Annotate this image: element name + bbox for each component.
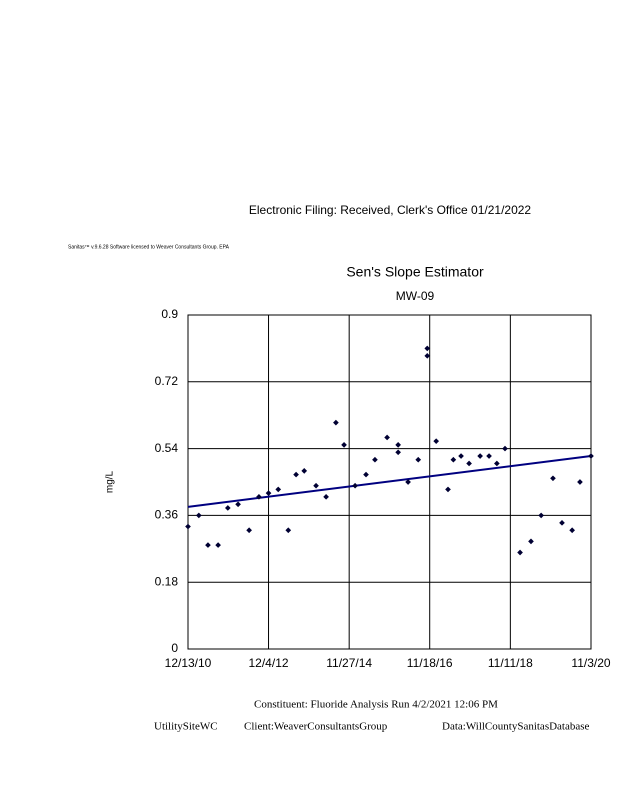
data-point [235, 501, 241, 508]
x-tick-label: 12/4/12 [249, 656, 289, 670]
data-point [185, 523, 191, 530]
data-point [550, 475, 556, 482]
data-point [577, 479, 583, 485]
data-point [502, 445, 508, 452]
y-tick-label: 0.72 [155, 374, 179, 388]
plot-frame [187, 314, 592, 650]
data-point [528, 538, 534, 545]
data-point [215, 542, 221, 548]
data-point [195, 512, 202, 519]
data-point [333, 419, 339, 426]
y-axis-label: mg/L [105, 470, 116, 493]
data-point [517, 549, 523, 556]
data-point [486, 453, 492, 459]
y-tick-label: 0.9 [161, 307, 178, 321]
data-point [405, 479, 411, 485]
data-point [256, 494, 262, 500]
y-tick-label: 0.54 [155, 441, 179, 455]
data-point [341, 442, 347, 448]
data-point [265, 490, 272, 496]
data-point [433, 438, 440, 445]
data-point [395, 442, 401, 448]
y-tick-label: 0.36 [155, 508, 179, 522]
data-point [313, 482, 319, 489]
data-point [275, 486, 282, 493]
data-point [301, 468, 308, 474]
data-point [285, 527, 292, 534]
data-point [293, 471, 299, 478]
data-point [363, 471, 369, 478]
data-point [559, 519, 565, 526]
x-tick-label: 11/3/20 [571, 656, 610, 670]
filing-note: Electronic Filing: Received, Clerk's Off… [249, 203, 532, 217]
data-point [477, 453, 483, 459]
data-point [323, 494, 329, 500]
x-tick-label: 11/18/16 [407, 656, 453, 670]
data-point [372, 456, 378, 463]
data-point [415, 456, 422, 463]
data-point [352, 482, 358, 489]
data-point [494, 460, 500, 467]
client-note: Client:WeaverConsultantsGroup [244, 721, 388, 733]
chart-title: Sen's Slope Estimator [346, 264, 484, 280]
data-point [569, 527, 575, 534]
site-note: UtilitySiteWC [154, 721, 218, 733]
license-note: Sanitas™ v.9.6.28 Software licensed to W… [68, 244, 230, 250]
data-point [424, 345, 431, 352]
data-point [246, 527, 252, 534]
data-point [424, 352, 431, 359]
y-tick-label: 0 [171, 641, 178, 655]
y-tick-label: 0.18 [155, 574, 179, 588]
data-note: Data:WillCountySanitasDatabase [442, 721, 590, 733]
data-point [445, 486, 451, 493]
trend-line [187, 455, 592, 508]
data-point [450, 456, 457, 463]
data-point [224, 505, 231, 511]
data-point [395, 449, 401, 456]
chart-subtitle: MW-09 [396, 289, 435, 303]
x-tick-label: 11/11/18 [488, 656, 533, 670]
run-note: Constituent: Fluoride Analysis Run 4/2/2… [254, 699, 498, 711]
data-point [458, 453, 464, 459]
data-point [538, 512, 544, 519]
data-point [588, 453, 594, 459]
x-tick-label: 12/13/10 [165, 656, 212, 670]
data-point [466, 460, 472, 467]
data-point [205, 542, 211, 548]
data-point [384, 434, 390, 441]
x-tick-label: 11/27/14 [326, 656, 372, 670]
